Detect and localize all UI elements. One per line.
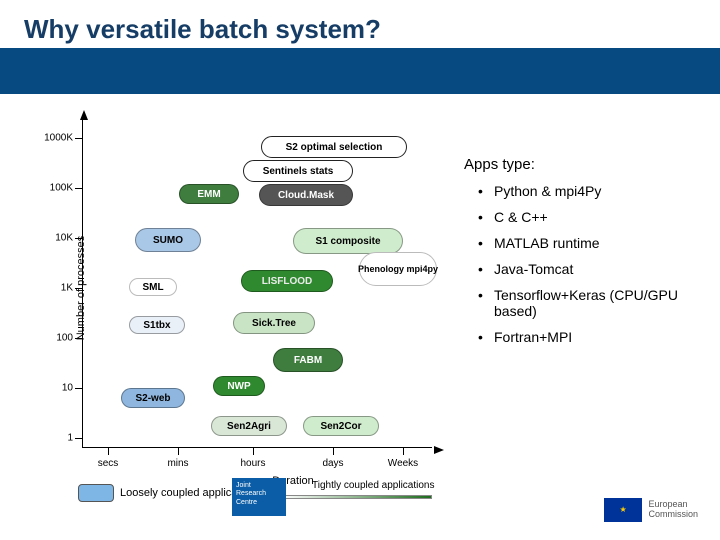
x-tick-label: Weeks [388,458,418,469]
x-tick [253,447,254,455]
x-tick-label: hours [240,458,265,469]
y-tick-label: 10K [29,233,73,244]
apps-item: C & C++ [478,209,704,225]
legend-gradient-icon [282,495,432,499]
chart-bubble: Cloud.Mask [259,184,353,206]
chart-bubble: FABM [273,348,343,372]
chart-bubble: EMM [179,184,239,204]
x-tick [403,447,404,455]
apps-item: Java-Tomcat [478,261,704,277]
x-tick-label: secs [98,458,119,469]
chart-bubble: Sentinels stats [243,160,353,182]
apps-item: Fortran+MPI [478,329,704,345]
x-tick-label: days [322,458,343,469]
y-tick-label: 1000K [29,133,73,144]
ec-logo: European Commission [604,498,698,522]
chart-bubble: SML [129,278,177,296]
chart-bubble: Sen2Cor [303,416,379,436]
x-tick [178,447,179,455]
chart-bubble: S1tbx [129,316,185,334]
x-tick [333,447,334,455]
slide: Why versatile batch system? Number of pr… [0,0,720,540]
y-tick-label: 1 [29,433,73,444]
apps-item: Python & mpi4Py [478,183,704,199]
chart-bubble: Sick.Tree [233,312,315,334]
legend-tight-label: Tightly coupled applications [312,480,434,491]
y-tick-label: 10 [29,383,73,394]
y-tick [75,138,83,139]
x-axis-arrow-icon [434,446,444,454]
chart-bubble: Phenology mpi4py [359,252,437,286]
chart-bubble: Sen2Agri [211,416,287,436]
chart-bubble: S2-web [121,388,185,408]
legend-swatch-icon [78,484,114,502]
ec-line1: European [648,499,687,509]
jrc-logo: Joint Research Centre [232,478,286,516]
apps-item: MATLAB runtime [478,235,704,251]
bubble-chart: Number of processes Duration 1101001K10K… [20,110,450,490]
chart-bubble: LISFLOOD [241,270,333,292]
chart-bubble: NWP [213,376,265,396]
y-tick-label: 100K [29,183,73,194]
ec-text: European Commission [648,500,698,520]
chart-bubble: S2 optimal selection [261,136,407,158]
apps-type-list: Apps type: Python & mpi4Py C & C++ MATLAB … [464,156,704,355]
y-tick [75,388,83,389]
y-tick [75,438,83,439]
chart-plot-area: Number of processes Duration 1101001K10K… [82,118,432,448]
y-tick [75,338,83,339]
chart-bubble: S1 composite [293,228,403,254]
x-tick-label: mins [167,458,188,469]
y-tick [75,238,83,239]
title-bar [0,48,720,94]
y-tick [75,288,83,289]
page-title: Why versatile batch system? [24,14,381,45]
ec-line2: Commission [648,509,698,519]
y-tick [75,188,83,189]
apps-heading: Apps type: [464,156,704,173]
y-tick-label: 1K [29,283,73,294]
apps-item: Tensorflow+Keras (CPU/GPU based) [478,287,704,319]
eu-flag-icon [604,498,642,522]
x-tick [108,447,109,455]
y-tick-label: 100 [29,333,73,344]
chart-bubble: SUMO [135,228,201,252]
